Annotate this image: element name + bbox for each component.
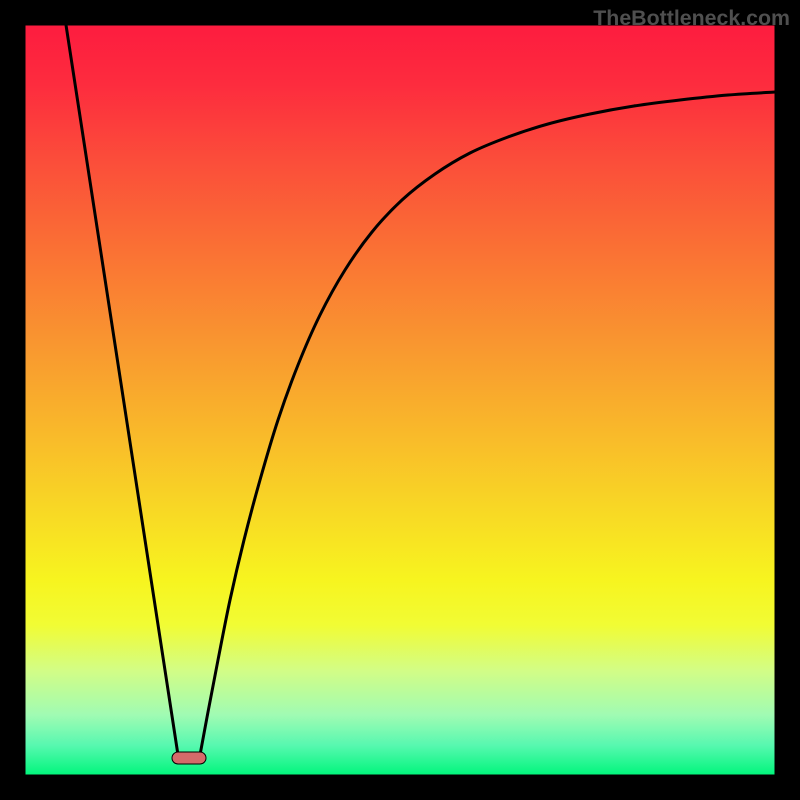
bottleneck-marker <box>172 752 206 764</box>
chart-svg <box>0 0 800 800</box>
bottleneck-chart: TheBottleneck.com <box>0 0 800 800</box>
plot-background <box>25 25 775 775</box>
watermark-text: TheBottleneck.com <box>593 6 790 31</box>
